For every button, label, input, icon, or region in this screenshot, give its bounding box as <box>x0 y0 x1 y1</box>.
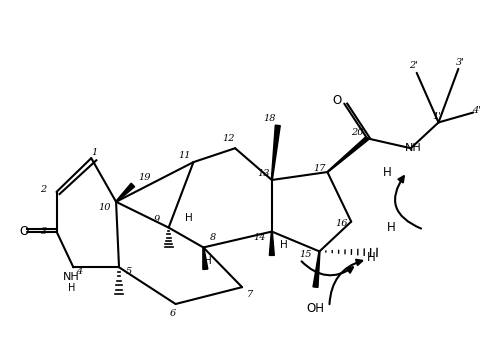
Text: 17: 17 <box>313 164 326 173</box>
Text: 1': 1' <box>432 112 441 121</box>
Text: O: O <box>332 94 342 107</box>
Text: 11: 11 <box>178 151 191 160</box>
Polygon shape <box>203 247 208 269</box>
Text: 10: 10 <box>98 203 110 212</box>
Text: 6: 6 <box>170 310 175 318</box>
Polygon shape <box>327 137 368 173</box>
Text: H: H <box>68 283 75 293</box>
Text: OH: OH <box>306 302 324 316</box>
Text: 2': 2' <box>410 61 418 70</box>
Text: NH: NH <box>63 272 80 282</box>
FancyArrowPatch shape <box>330 260 362 304</box>
Polygon shape <box>313 251 320 288</box>
Polygon shape <box>272 125 280 180</box>
Text: 20: 20 <box>351 128 364 137</box>
Text: 12: 12 <box>222 134 234 143</box>
Text: 2: 2 <box>40 185 47 195</box>
Text: NH: NH <box>406 143 422 153</box>
Text: 15: 15 <box>300 250 312 259</box>
Text: 18: 18 <box>264 114 276 123</box>
Text: 14: 14 <box>254 233 266 242</box>
FancyArrowPatch shape <box>395 176 421 229</box>
Text: 4: 4 <box>76 267 82 276</box>
Text: 16: 16 <box>335 219 347 228</box>
Text: 5: 5 <box>126 267 132 276</box>
Text: H: H <box>184 213 192 223</box>
Text: 4': 4' <box>472 106 480 115</box>
Polygon shape <box>270 231 274 255</box>
Text: 13: 13 <box>258 169 270 178</box>
Text: 7: 7 <box>247 290 253 299</box>
Text: O: O <box>19 225 28 238</box>
Text: H: H <box>204 256 212 266</box>
Text: 3: 3 <box>40 227 47 236</box>
Text: H: H <box>386 221 396 234</box>
Text: H: H <box>366 251 376 264</box>
Text: H: H <box>382 165 392 179</box>
Text: 19: 19 <box>138 174 151 182</box>
Text: 1: 1 <box>91 148 98 157</box>
Text: H: H <box>280 240 287 251</box>
Text: 8: 8 <box>210 233 216 242</box>
Text: 3': 3' <box>456 59 465 67</box>
Text: 9: 9 <box>154 215 160 224</box>
Polygon shape <box>116 183 134 202</box>
FancyArrowPatch shape <box>302 261 353 275</box>
